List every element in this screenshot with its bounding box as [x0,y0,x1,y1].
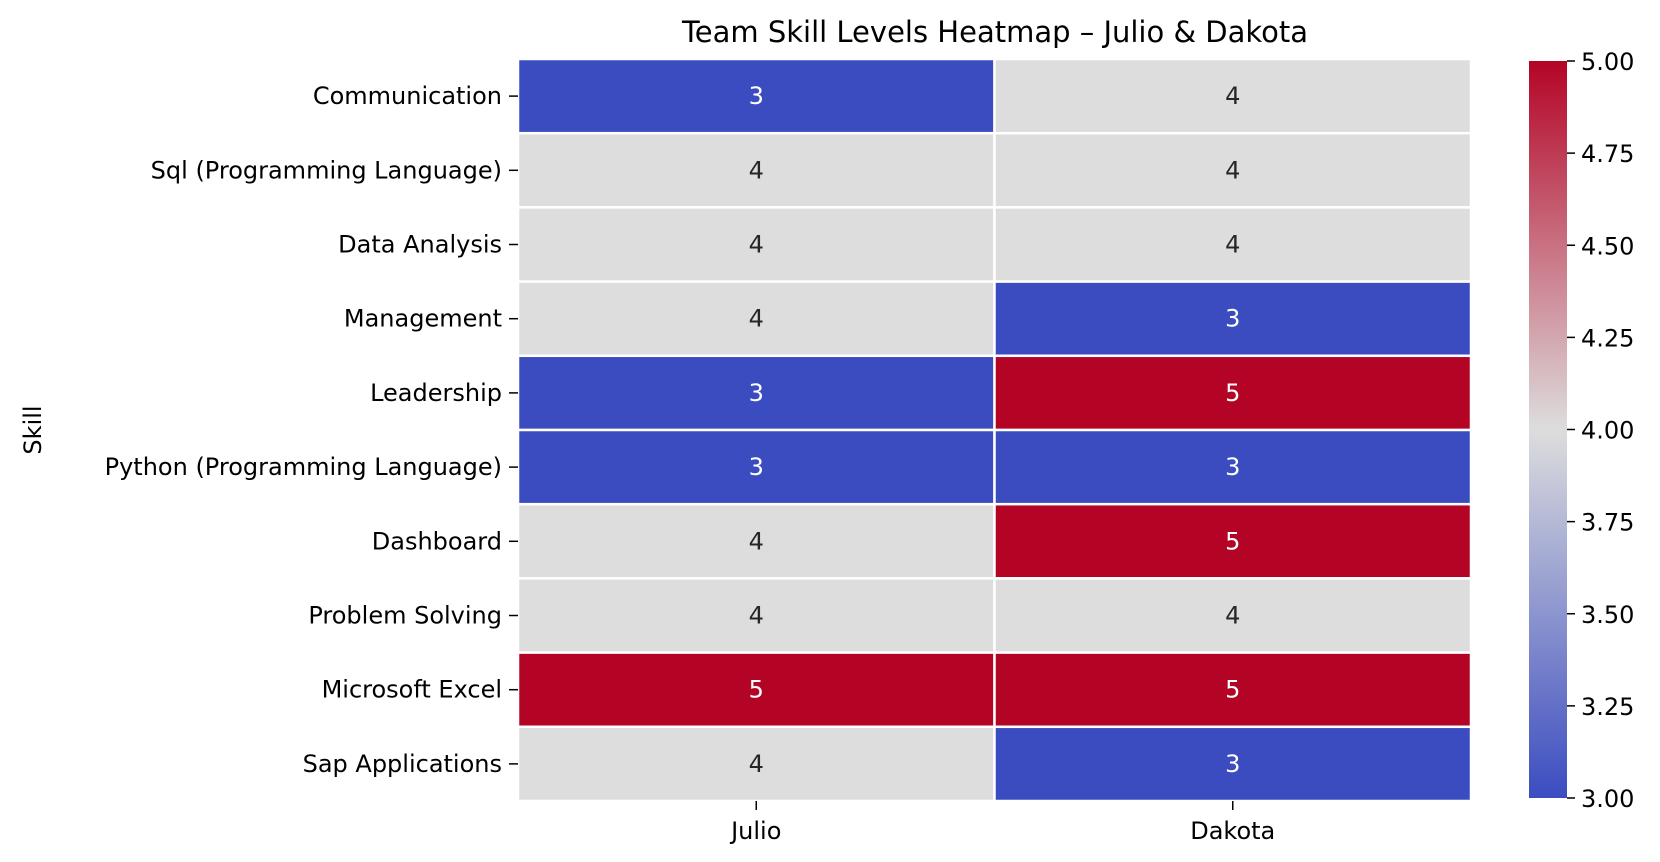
colorbar-tick-label: 3.25 [1581,693,1634,721]
cell-value-label: 5 [1225,676,1240,704]
y-axis-ticks: Communication Sql (Programming Language) D… [105,82,518,778]
x-tick-label: Dakota [1190,817,1275,845]
heatmap-cell [993,651,1473,729]
y-axis-label: Skill [19,405,47,454]
cell-value-label: 3 [1225,453,1240,481]
cell-value-label: 4 [749,750,764,778]
colorbar-tick-label: 3.50 [1581,601,1634,629]
colorbar-tick-label: 5.00 [1581,48,1634,76]
colorbar-tick-label: 4.25 [1581,324,1634,352]
colorbar-ticks: 3.00 3.25 3.50 3.75 4.00 4.25 4.50 4.75 5.00 [1567,48,1634,813]
x-tick-label: Julio [729,817,781,845]
cell-value-labels: 3 4 4 4 4 4 4 3 3 5 3 3 4 5 4 4 5 5 4 3 [749,82,1241,778]
y-tick-label: Python (Programming Language) [105,453,502,481]
heatmap-cell [516,57,996,135]
heatmap-cell [516,131,996,209]
colorbar-tick-label: 4.00 [1581,417,1634,445]
cell-value-label: 4 [749,156,764,184]
cell-value-label: 5 [749,676,764,704]
y-tick-label: Data Analysis [338,231,502,259]
colorbar-tick-label: 3.75 [1581,509,1634,537]
heatmap-cell [993,577,1473,654]
colorbar: 3.00 3.25 3.50 3.75 4.00 4.25 4.50 4.75 5.00 [1529,48,1634,813]
cell-value-label: 4 [749,231,764,259]
y-tick-label: Problem Solving [308,602,502,630]
cell-value-label: 3 [1225,305,1240,333]
heatmap-cells [516,57,1473,803]
y-tick-label: Dashboard [372,527,502,555]
y-tick-label: Sql (Programming Language) [151,156,502,184]
cell-value-label: 5 [1225,527,1240,555]
cell-value-label: 3 [749,82,764,110]
colorbar-tick-label: 3.00 [1581,785,1634,813]
heatmap-cell [993,502,1473,580]
x-axis-ticks: Julio Dakota [729,801,1275,845]
cell-value-label: 4 [1225,602,1240,630]
cell-value-label: 3 [1225,750,1240,778]
cell-value-label: 4 [749,527,764,555]
y-tick-label: Microsoft Excel [322,676,502,704]
y-tick-label: Communication [313,82,502,110]
heatmap-cell [993,354,1473,432]
y-tick-label: Management [344,305,502,333]
cell-value-label: 4 [1225,82,1240,110]
colorbar-gradient [1529,61,1567,798]
cell-value-label: 3 [749,453,764,481]
heatmap-cell [993,206,1473,283]
heatmap-cell [516,725,996,803]
colorbar-tick-label: 4.50 [1581,232,1634,260]
chart-title: Team Skill Levels Heatmap – Julio & Dako… [681,15,1308,49]
colorbar-tick-label: 4.75 [1581,140,1634,168]
heatmap-cell [993,280,1473,358]
cell-value-label: 4 [749,305,764,333]
heatmap-cell [993,57,1473,135]
y-tick-label: Leadership [370,379,502,407]
cell-value-label: 3 [749,379,764,407]
cell-value-label: 5 [1225,379,1240,407]
y-tick-label: Sap Applications [303,750,502,778]
heatmap-cell [993,428,1473,506]
cell-value-label: 4 [1225,231,1240,259]
heatmap-cell [993,725,1473,803]
heatmap-cell [993,131,1473,209]
cell-value-label: 4 [749,602,764,630]
cell-value-label: 4 [1225,156,1240,184]
